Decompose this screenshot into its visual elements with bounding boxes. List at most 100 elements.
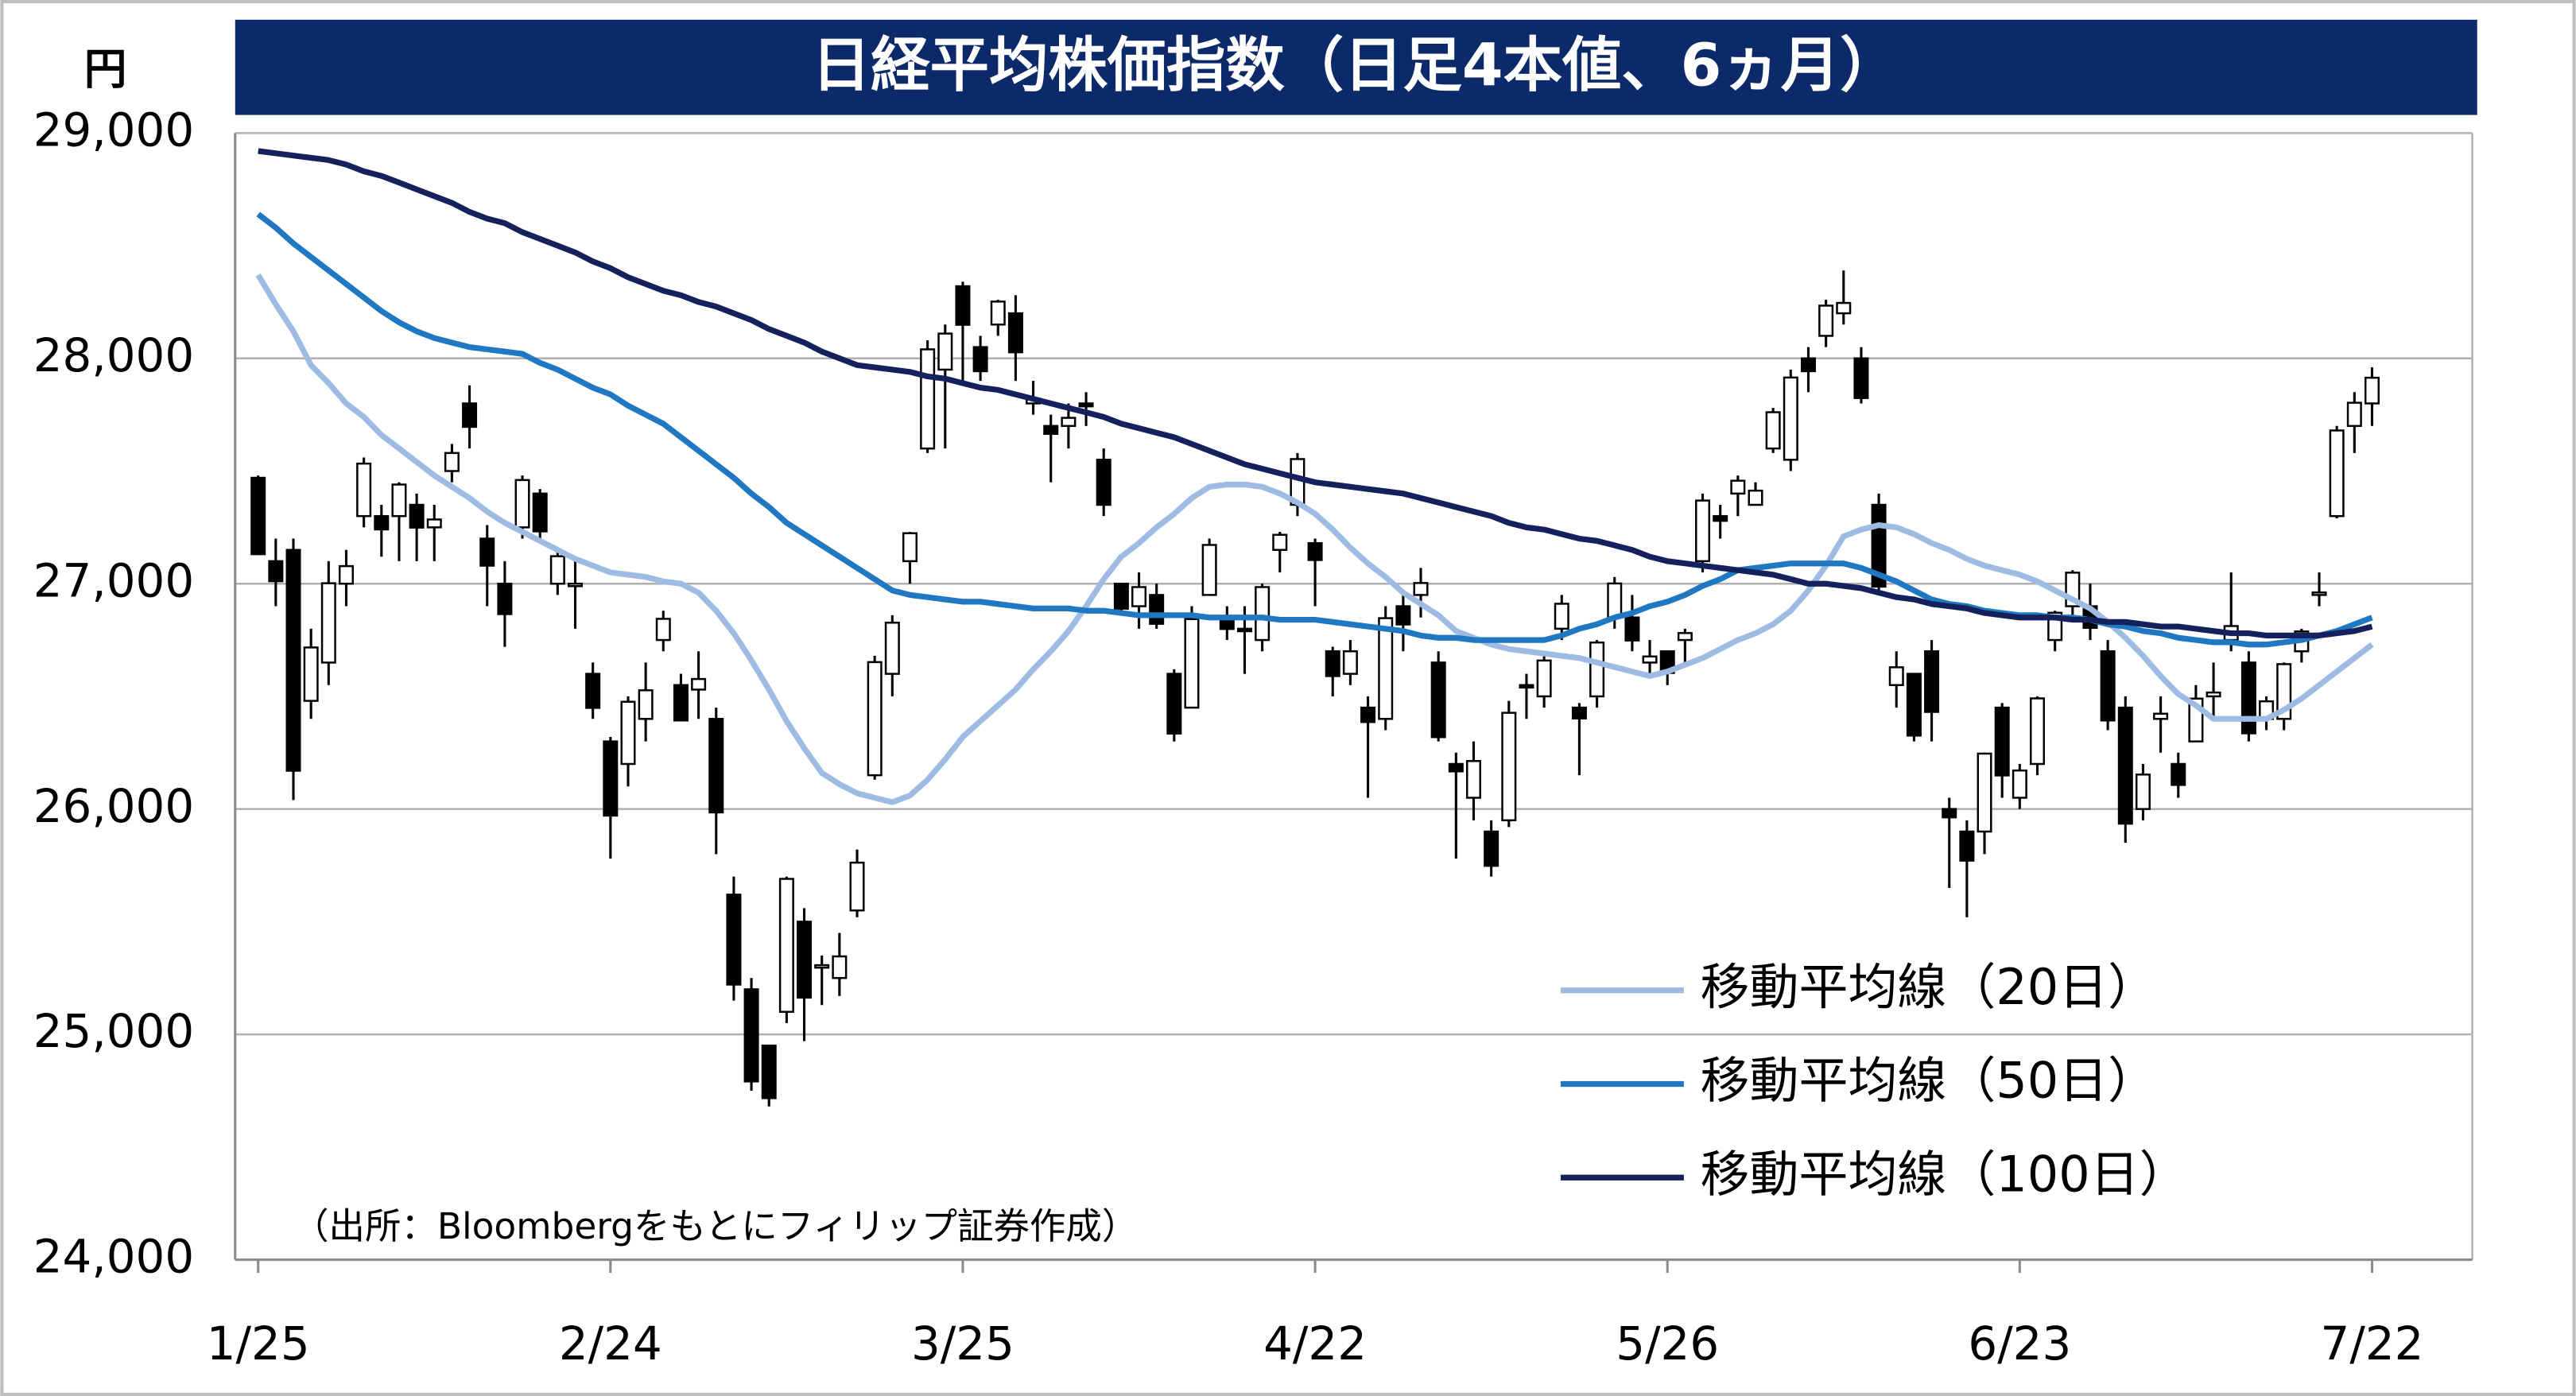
candle-body [1554, 603, 1569, 630]
candle-body [655, 618, 671, 642]
candle-body [778, 878, 794, 1013]
candle-body [761, 1045, 777, 1099]
candle-body [691, 677, 707, 691]
candle-body [1519, 684, 1534, 689]
candle-body [2117, 706, 2133, 825]
candle-body [1977, 752, 1992, 833]
candle-body [1994, 706, 2010, 777]
candle-body [1078, 402, 1094, 408]
candle-body [1730, 479, 1746, 495]
candle-body [2100, 650, 2116, 722]
candle-body [937, 332, 953, 371]
candle-body [2240, 661, 2256, 735]
candle-body [1360, 706, 1376, 723]
title-bar [235, 19, 2477, 115]
candle-body [356, 462, 372, 518]
candle-body [1942, 808, 1957, 819]
candle-body [1713, 514, 1728, 522]
candle-body [620, 700, 636, 766]
candle-body [2012, 769, 2027, 799]
candle-body [1236, 627, 1252, 633]
candle-body [972, 346, 988, 373]
candle-body [1501, 712, 1517, 822]
candle-body [1589, 641, 1605, 698]
candle-body [426, 518, 442, 529]
candle-body [884, 622, 900, 675]
chart-title: 日経平均株価指数（日足4本値、6ヵ月） [812, 30, 1899, 99]
x-tick-label: 6/23 [1968, 1317, 2071, 1371]
candle-body [1007, 312, 1023, 354]
candle-body [814, 964, 830, 969]
candle-body [497, 582, 513, 615]
candle-body [1149, 594, 1165, 625]
candle-body [285, 549, 301, 772]
candle-body [1325, 650, 1340, 677]
candle-body [268, 560, 284, 583]
candle-body [603, 740, 619, 817]
candle-body [2329, 429, 2345, 518]
candle-body [532, 492, 548, 533]
candle-body [708, 718, 724, 814]
candle-body [849, 861, 865, 912]
candle-body [1748, 489, 1763, 506]
y-tick-label: 26,000 [33, 779, 194, 833]
x-tick-label: 3/25 [911, 1317, 1014, 1371]
moving-average-line [258, 148, 2373, 639]
source-note: （出所：Bloombergをもとにフィリップ証券作成） [293, 1205, 1138, 1247]
candle-body [514, 479, 530, 529]
candle-body [1272, 533, 1288, 551]
candle-body [990, 301, 1006, 326]
candle-body [479, 537, 495, 567]
candle-body [1888, 666, 1904, 687]
y-tick-label: 29,000 [33, 103, 194, 157]
candle-body [1255, 586, 1271, 642]
moving-average-line [255, 273, 2374, 805]
candle-body [1484, 830, 1499, 867]
x-tick-label: 1/25 [207, 1317, 310, 1371]
x-tick-label: 4/22 [1263, 1317, 1367, 1371]
candle-body [2311, 591, 2327, 596]
candle-body [1836, 301, 1852, 315]
candle-body [2171, 762, 2186, 786]
x-tick-label: 5/26 [1616, 1317, 1719, 1371]
candle-body [1695, 499, 1711, 563]
candle-body [1783, 376, 1798, 461]
candle-body [1342, 650, 1358, 675]
candle-body [673, 684, 689, 722]
y-unit: 円 [84, 45, 127, 95]
candle-body [374, 514, 390, 531]
candle-body [1800, 357, 1816, 373]
x-tick-label: 7/22 [2321, 1317, 2424, 1371]
candle-body [303, 646, 319, 702]
candle-body [1536, 659, 1552, 698]
candle-body [1818, 304, 1834, 337]
candle-body [1959, 830, 1975, 862]
candle-body [1378, 617, 1394, 720]
candle-body [743, 988, 759, 1083]
candle-body [1765, 411, 1781, 450]
candle-body [444, 452, 460, 472]
candle-body [1430, 661, 1446, 739]
y-tick-label: 27,000 [33, 553, 194, 607]
candle-body [1607, 582, 1623, 619]
candle-body [2030, 697, 2046, 766]
candle-body [2153, 712, 2169, 720]
candle-body [797, 921, 813, 999]
candle-body [1465, 760, 1481, 799]
legend-label: 移動平均線（50日） [1701, 1052, 2158, 1110]
candle-body [902, 532, 918, 563]
candle-body [1061, 417, 1077, 428]
candle-body [338, 564, 354, 585]
candle-body [2364, 376, 2380, 405]
y-tick-label: 28,000 [33, 328, 194, 382]
candle-body [1113, 582, 1129, 610]
candle-body [2346, 401, 2362, 428]
candle-body [1448, 762, 1464, 773]
legend-label: 移動平均線（20日） [1701, 958, 2158, 1016]
candle-body [832, 955, 848, 979]
candle-body [320, 582, 336, 664]
y-tick-label: 25,000 [33, 1004, 194, 1058]
candle-body [391, 483, 407, 518]
